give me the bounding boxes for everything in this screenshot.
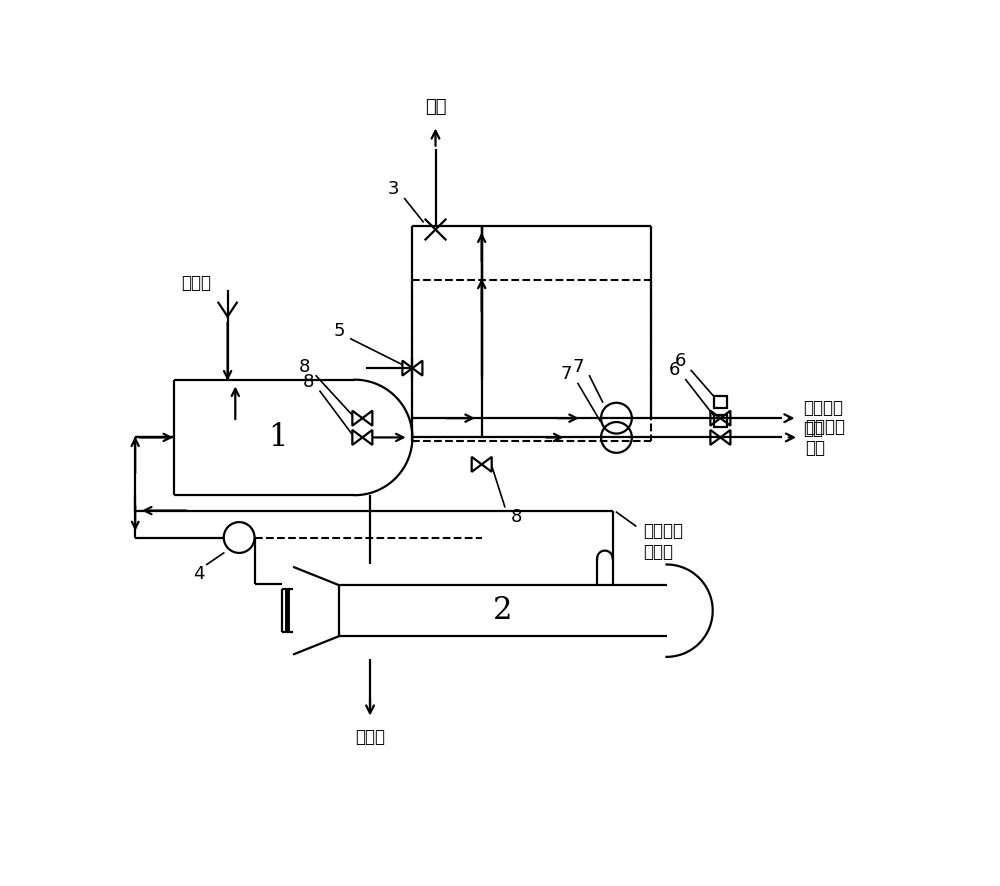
Text: 3: 3 xyxy=(387,181,399,198)
Text: 7: 7 xyxy=(561,365,572,384)
Text: 合成气: 合成气 xyxy=(181,275,211,292)
Bar xyxy=(714,396,727,408)
Text: 1: 1 xyxy=(268,422,287,453)
Text: 7: 7 xyxy=(572,358,584,376)
Text: 6: 6 xyxy=(675,353,686,370)
Text: 合成气: 合成气 xyxy=(355,727,385,746)
Text: 6: 6 xyxy=(669,361,680,379)
Text: 8: 8 xyxy=(303,373,314,391)
Text: 中压蒸汽
管网: 中压蒸汽 管网 xyxy=(804,399,844,438)
Text: 5: 5 xyxy=(334,323,345,340)
Text: 8: 8 xyxy=(299,358,310,376)
Text: 8: 8 xyxy=(511,508,522,525)
Text: 中压蒸汽
管网: 中压蒸汽 管网 xyxy=(805,418,845,457)
Text: 4: 4 xyxy=(193,565,205,584)
Text: 排空: 排空 xyxy=(425,97,446,115)
Text: 锅炉给水
预热器: 锅炉给水 预热器 xyxy=(643,522,683,561)
Text: 2: 2 xyxy=(493,595,512,626)
Bar xyxy=(714,415,727,427)
